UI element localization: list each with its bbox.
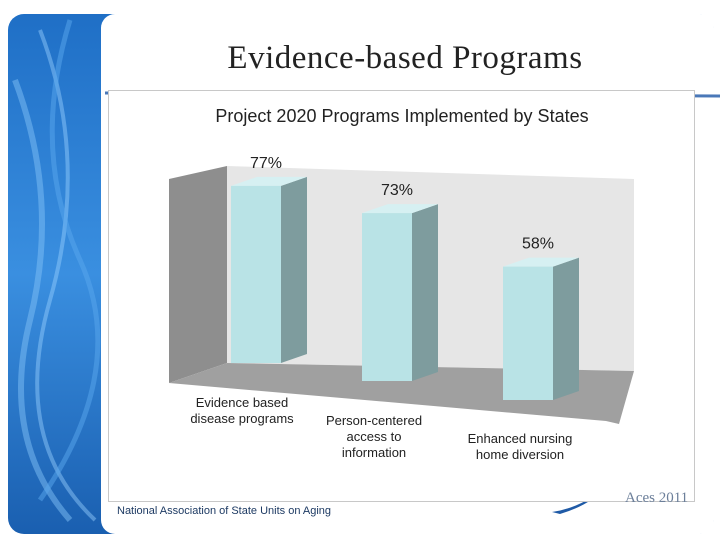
- category-label: Evidence based disease programs: [190, 395, 294, 426]
- bar-top: [362, 204, 438, 214]
- bar-side: [412, 204, 438, 381]
- bar: [503, 266, 553, 400]
- bar-top: [503, 257, 579, 267]
- chart-frame: Project 2020 Programs Implemented by Sta…: [108, 90, 695, 502]
- logo-swoosh: [552, 488, 605, 514]
- bar-chart: Project 2020 Programs Implemented by Sta…: [169, 106, 634, 462]
- bar-top: [231, 176, 307, 186]
- bar: [231, 185, 281, 363]
- footer-organization: National Association of State Units on A…: [117, 505, 332, 517]
- data-label: 77%: [250, 155, 282, 172]
- bar-side: [281, 176, 307, 363]
- side-wall: [169, 166, 227, 383]
- chart-title: Project 2020 Programs Implemented by Sta…: [215, 106, 588, 126]
- footer-fragment: Aces 2011: [625, 490, 689, 506]
- chart-bars: [231, 176, 579, 400]
- data-label: 58%: [522, 236, 554, 253]
- category-label: Person-centered access to information: [326, 413, 422, 460]
- bar: [362, 213, 412, 381]
- slide-title: Evidence-based Programs: [227, 40, 583, 76]
- bar-side: [553, 257, 579, 400]
- data-label: 73%: [381, 182, 413, 199]
- chart-labels: 77% 73% 58% Evidence based disease programs P…: [190, 155, 572, 462]
- category-label: Enhanced nursing home diversion: [468, 431, 573, 462]
